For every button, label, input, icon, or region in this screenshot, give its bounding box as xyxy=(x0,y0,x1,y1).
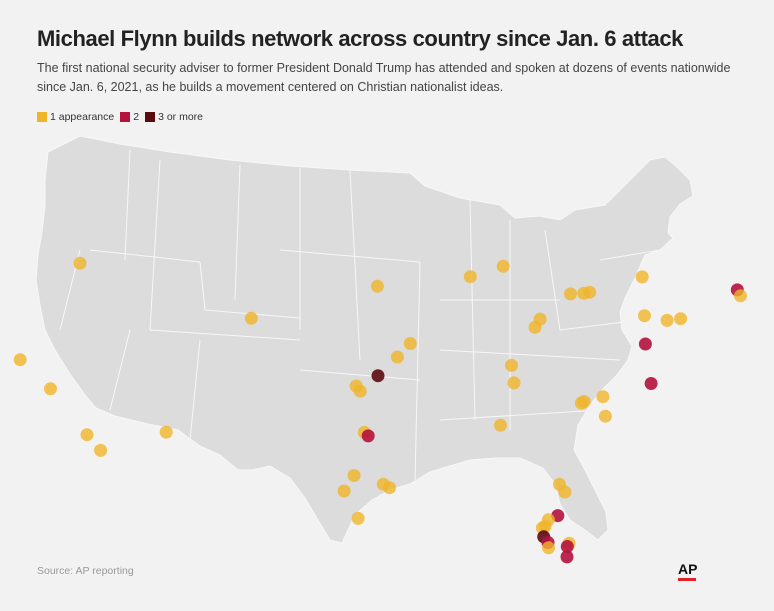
event-marker[interactable] xyxy=(505,358,518,372)
state-border-line xyxy=(414,261,421,481)
event-marker[interactable] xyxy=(734,289,747,303)
event-marker[interactable] xyxy=(403,337,417,350)
event-marker[interactable] xyxy=(73,256,87,270)
event-marker[interactable] xyxy=(635,270,649,284)
state-border-line xyxy=(189,339,201,441)
event-marker[interactable] xyxy=(564,287,577,301)
legend: 1 appearance 2 3 or more xyxy=(37,111,209,123)
event-marker[interactable] xyxy=(383,481,396,495)
state-border-line xyxy=(439,409,601,421)
legend-swatch-2 xyxy=(120,112,131,122)
event-marker[interactable] xyxy=(371,369,385,383)
source-note: Source: AP reporting xyxy=(37,565,134,577)
ap-logo: AP xyxy=(678,561,697,581)
event-marker[interactable] xyxy=(244,311,258,325)
state-border-line xyxy=(124,149,131,261)
legend-label-2: 2 xyxy=(133,111,140,123)
state-border-line xyxy=(199,261,206,311)
event-marker[interactable] xyxy=(494,418,507,432)
event-marker[interactable] xyxy=(598,409,612,423)
state-border-line xyxy=(544,229,561,331)
event-marker[interactable] xyxy=(44,382,57,396)
event-marker[interactable] xyxy=(337,484,351,498)
event-marker[interactable] xyxy=(351,511,365,525)
event-marker[interactable] xyxy=(496,259,510,273)
event-marker[interactable] xyxy=(596,390,610,404)
event-marker[interactable] xyxy=(542,541,555,555)
us-outline xyxy=(35,135,694,544)
legend-item-2: 2 xyxy=(120,111,139,123)
state-border-line xyxy=(349,169,361,361)
event-marker[interactable] xyxy=(674,312,688,326)
legend-label-3: 3 or more xyxy=(158,111,204,123)
event-marker[interactable] xyxy=(638,337,652,351)
us-landmass xyxy=(35,135,694,544)
state-border-line xyxy=(89,249,201,263)
event-marker[interactable] xyxy=(577,395,591,408)
legend-item-3: 3 or more xyxy=(145,111,203,123)
state-border-line xyxy=(469,199,476,421)
ap-logo-bar xyxy=(678,578,696,581)
legend-swatch-1 xyxy=(37,112,47,122)
state-border-line xyxy=(234,164,241,301)
state-border-line xyxy=(279,249,421,263)
legend-item-1: 1 appearance xyxy=(37,111,114,123)
legend-label-1: 1 appearance xyxy=(50,111,115,123)
event-marker[interactable] xyxy=(159,425,173,439)
event-marker[interactable] xyxy=(353,384,367,398)
state-border-line xyxy=(149,329,301,341)
event-marker[interactable] xyxy=(560,550,574,564)
event-markers xyxy=(13,256,747,564)
event-marker[interactable] xyxy=(390,350,404,364)
state-border-line xyxy=(599,249,661,261)
event-marker[interactable] xyxy=(347,469,361,482)
event-marker[interactable] xyxy=(660,313,674,327)
event-marker[interactable] xyxy=(583,285,597,299)
event-marker[interactable] xyxy=(560,540,574,553)
event-marker[interactable] xyxy=(370,279,384,293)
event-marker[interactable] xyxy=(361,429,375,443)
chart-title: Michael Flynn builds network across coun… xyxy=(37,26,684,51)
event-marker[interactable] xyxy=(80,428,94,442)
event-marker[interactable] xyxy=(13,353,27,367)
event-marker[interactable] xyxy=(638,309,651,323)
legend-swatch-3 xyxy=(145,112,156,122)
state-border-line xyxy=(149,159,161,331)
event-marker[interactable] xyxy=(94,443,108,457)
state-border-line xyxy=(439,349,621,361)
event-marker[interactable] xyxy=(507,376,521,390)
event-marker[interactable] xyxy=(644,377,658,390)
chart-subtitle: The first national security adviser to f… xyxy=(37,61,731,94)
state-border-line xyxy=(109,329,131,411)
event-marker[interactable] xyxy=(558,485,572,499)
event-marker[interactable] xyxy=(463,270,477,284)
event-marker[interactable] xyxy=(533,312,547,326)
state-border-line xyxy=(299,369,421,381)
ap-logo-text: AP xyxy=(678,561,698,577)
